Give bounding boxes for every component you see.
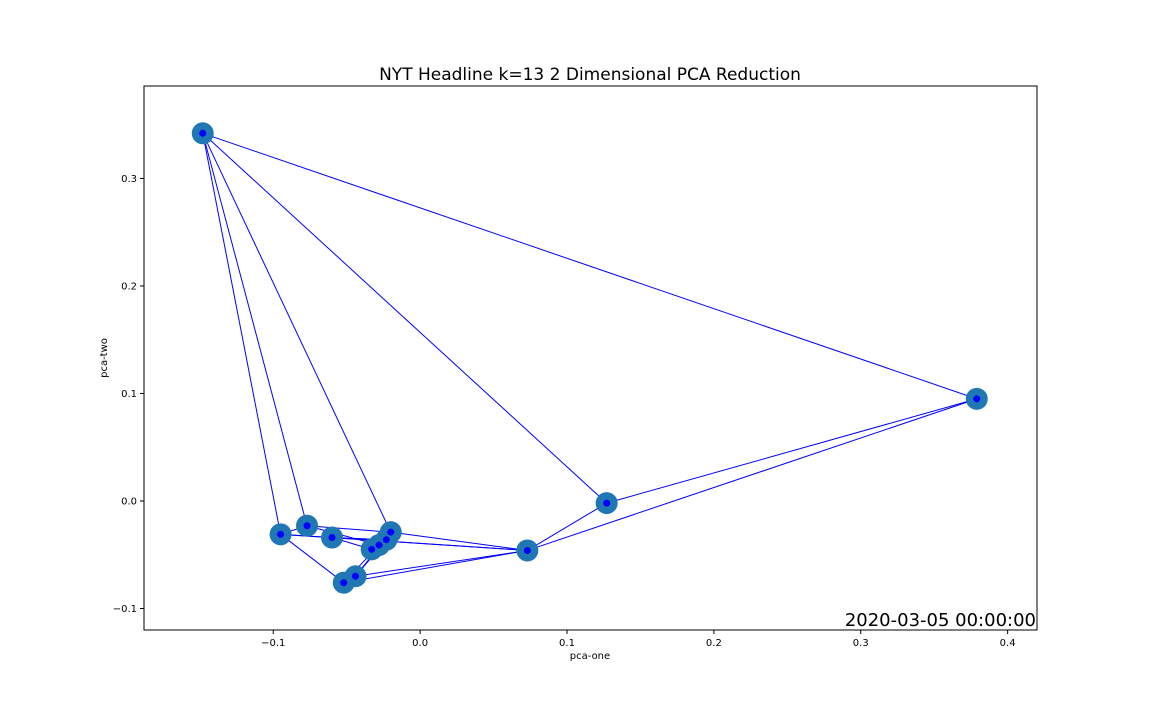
cluster-center-dot-12	[340, 579, 348, 587]
edge-line-6	[527, 398, 977, 551]
edge-line-1	[202, 132, 607, 504]
cluster-center-dot-7	[382, 536, 390, 544]
cluster-center-dot-3	[277, 530, 285, 538]
y-tick-label: 0.0	[121, 496, 137, 507]
edges-layer	[202, 132, 977, 584]
y-tick-label: 0.2	[121, 281, 137, 292]
plot-frame	[143, 85, 1038, 631]
x-tick-label: 0.2	[706, 638, 722, 649]
edge-line-17	[390, 531, 528, 551]
edge-line-2	[202, 133, 282, 535]
x-axis-ticks: −0.1 0.0 0.1 0.2 0.3 0.4	[261, 630, 1016, 649]
x-tick-label: −0.1	[261, 638, 285, 649]
y-tick-label: 0.3	[121, 174, 137, 185]
cluster-center-dot-4	[303, 522, 311, 530]
edge-line-23	[343, 549, 528, 584]
x-tick-label: 0.0	[412, 638, 428, 649]
edge-line-10	[280, 533, 345, 584]
cluster-center-dot-6	[387, 528, 395, 536]
edge-line-0	[202, 132, 977, 400]
cluster-center-dot-5	[328, 534, 336, 542]
cluster-center-dot-1	[973, 395, 981, 403]
edge-line-12	[306, 525, 391, 533]
edge-line-7	[527, 502, 607, 551]
edge-line-5	[606, 398, 977, 504]
y-tick-label: 0.1	[121, 389, 137, 400]
y-axis-label: pca-two	[99, 338, 110, 378]
cluster-center-dot-11	[352, 572, 359, 580]
edge-line-3	[202, 133, 308, 526]
x-tick-label: 0.1	[559, 638, 575, 649]
cluster-center-dot-0	[199, 129, 207, 137]
x-tick-label: 0.3	[853, 638, 869, 649]
cluster-center-dot-10	[523, 546, 531, 554]
edge-line-16	[331, 537, 528, 551]
edge-line-22	[355, 549, 528, 577]
edge-line-4	[202, 133, 392, 533]
y-axis-ticks: −0.1 0.0 0.1 0.2 0.3	[113, 174, 144, 615]
chart-title: NYT Headline k=13 2 Dimensional PCA Redu…	[379, 65, 801, 85]
y-tick-label: −0.1	[113, 604, 137, 615]
date-annotation: 2020-03-05 00:00:00	[845, 610, 1036, 631]
cluster-center-dot-8	[375, 541, 383, 549]
x-axis-label: pca-one	[570, 651, 610, 662]
x-tick-label: 0.4	[1000, 638, 1016, 649]
cluster-center-dot-9	[368, 545, 376, 553]
points-layer	[191, 122, 988, 594]
cluster-center-dot-2	[603, 499, 611, 507]
